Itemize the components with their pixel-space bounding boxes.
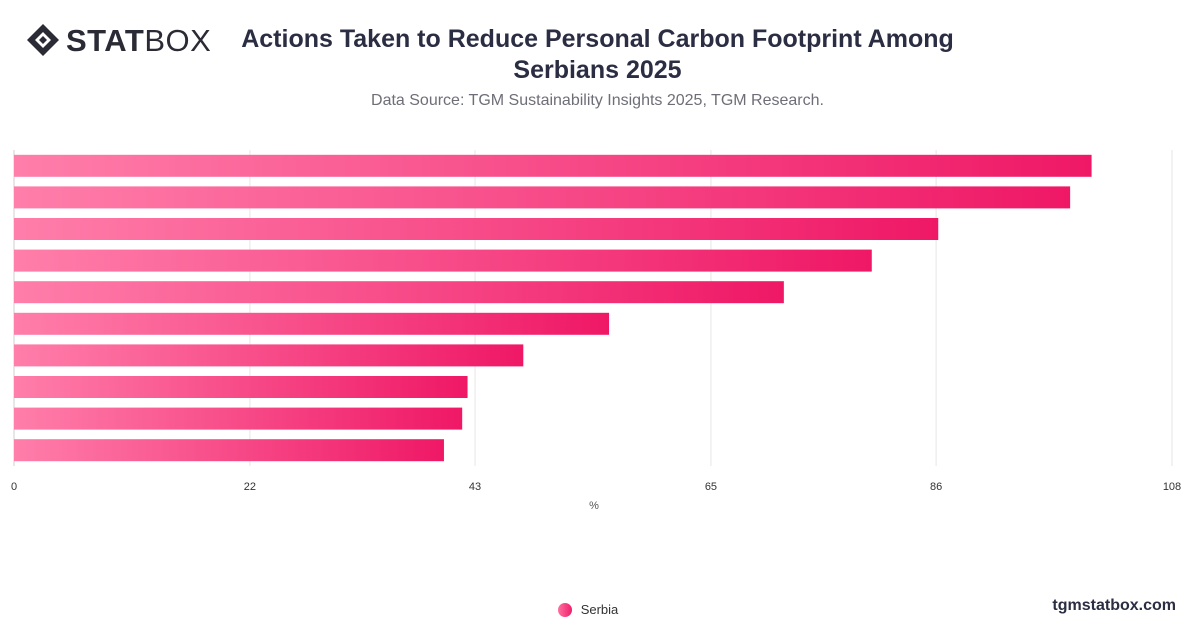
- bar[interactable]: [14, 407, 463, 430]
- bar[interactable]: [14, 312, 610, 335]
- x-tick-label: 108: [1163, 481, 1181, 493]
- bar[interactable]: [14, 281, 784, 304]
- legend-marker: [557, 602, 572, 617]
- logo-wordmark: STATBOX: [66, 22, 212, 58]
- legend[interactable]: Serbia: [0, 602, 1200, 617]
- bar[interactable]: [14, 249, 872, 272]
- bar[interactable]: [14, 218, 939, 240]
- bar[interactable]: [14, 439, 444, 462]
- x-tick-label: 65: [705, 481, 717, 493]
- x-tick-label: 43: [469, 481, 481, 493]
- bar[interactable]: [14, 186, 1071, 209]
- bar[interactable]: [14, 376, 468, 398]
- legend-label-serbia: Serbia: [580, 602, 619, 617]
- x-tick-label: 22: [244, 481, 256, 493]
- chart-subtitle: Data Source: TGM Sustainability Insights…: [371, 92, 824, 109]
- statbox-diamond-icon: [27, 24, 59, 56]
- bar[interactable]: [14, 154, 1092, 177]
- x-axis-label: %: [589, 500, 599, 512]
- x-tick-label: 86: [930, 481, 942, 493]
- chart-title: Actions Taken to Reduce Personal Carbon …: [241, 25, 954, 84]
- site-url: tgmstatbox.com: [1052, 597, 1176, 614]
- x-tick-label: 0: [11, 481, 17, 493]
- bar[interactable]: [14, 344, 524, 367]
- logo: STATBOX: [26, 22, 211, 58]
